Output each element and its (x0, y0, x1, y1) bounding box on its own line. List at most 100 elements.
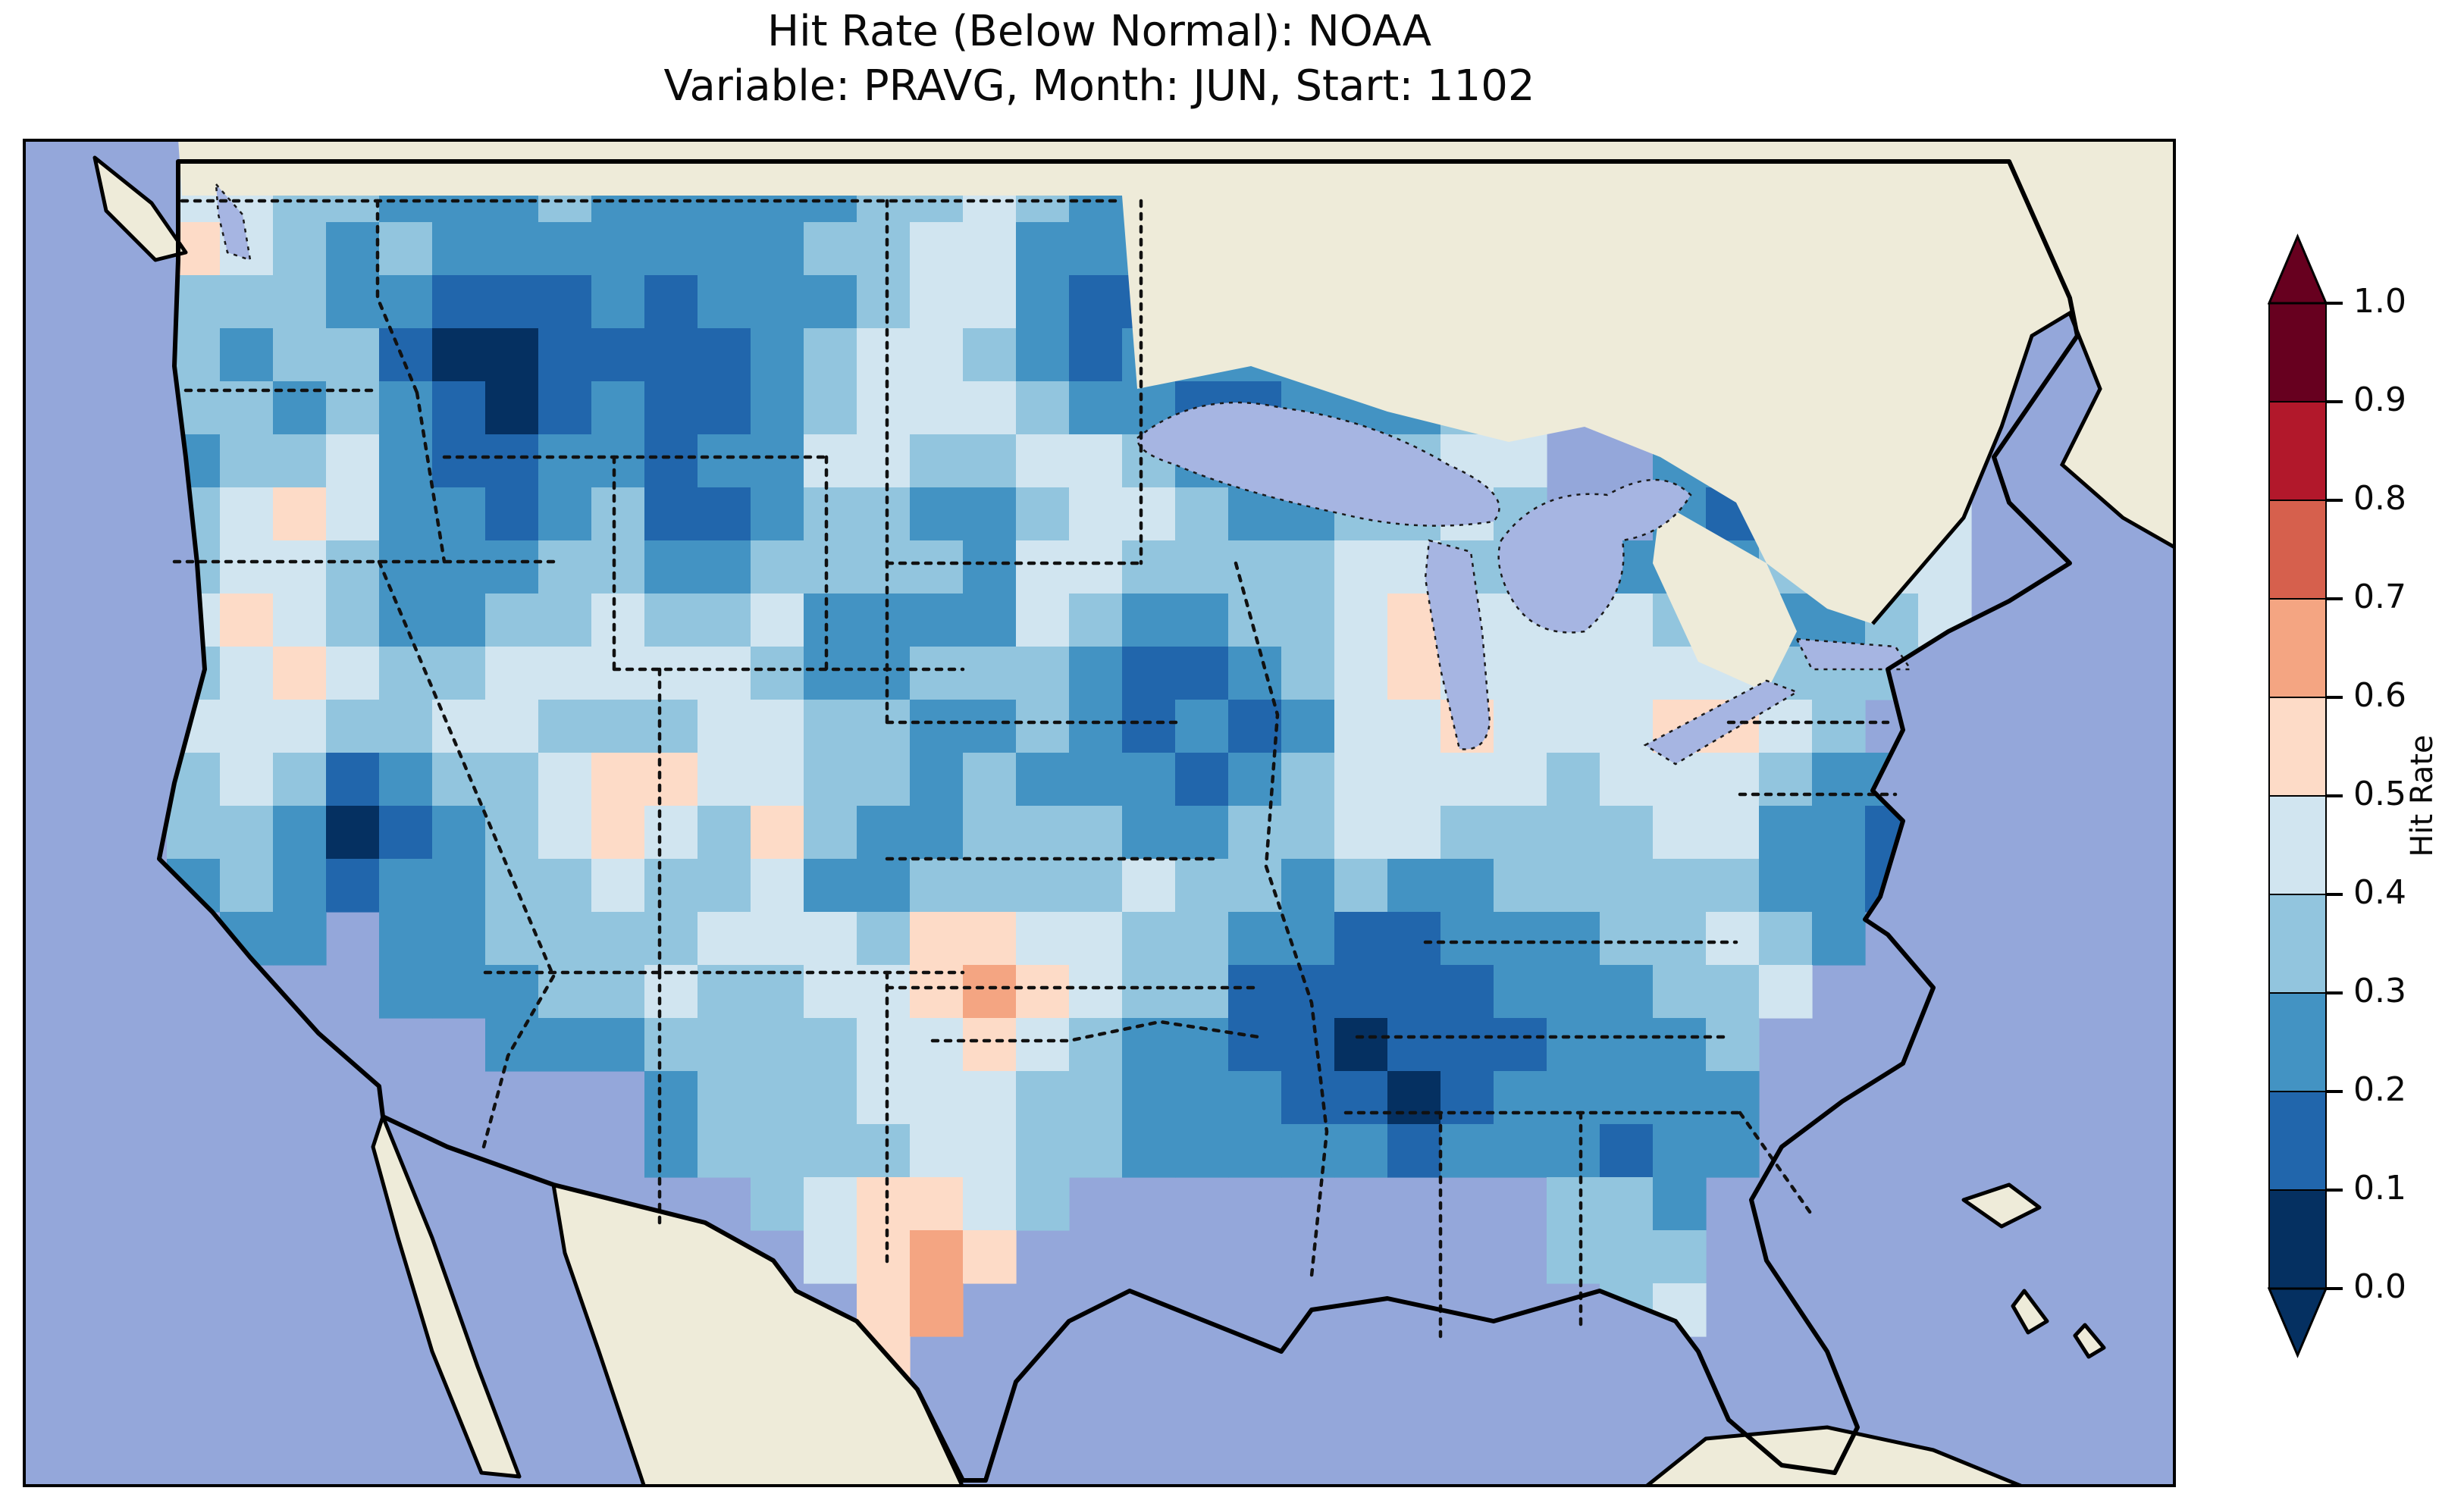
grid-cell (538, 540, 592, 594)
grid-cell (538, 647, 592, 700)
grid-cell (963, 1177, 1017, 1231)
grid-cell (910, 647, 964, 700)
grid-cell (751, 1177, 804, 1231)
grid-cell (1387, 965, 1441, 1019)
grid-cell (644, 434, 698, 488)
colorbar-segment (2268, 795, 2327, 895)
colorbar-tick-label: 0.1 (2353, 1169, 2406, 1207)
grid-cell (1387, 700, 1441, 753)
grid-cell (1812, 753, 1866, 807)
grid-cell (857, 753, 911, 807)
grid-cell (1547, 753, 1600, 807)
grid-cell (1706, 1124, 1760, 1178)
grid-cell (326, 540, 380, 594)
grid-cell (1440, 1018, 1494, 1072)
grid-cell (910, 328, 964, 382)
grid-cell (326, 222, 380, 276)
grid-cell (1334, 594, 1388, 647)
grid-cell (1387, 859, 1441, 913)
grid-cell (1122, 1071, 1176, 1125)
grid-cell (485, 806, 539, 860)
puget-sound (215, 181, 252, 262)
grid-cell (1440, 1124, 1494, 1178)
grid-cell (1494, 647, 1547, 700)
grid-cell (1653, 859, 1707, 913)
grid-cell (1759, 859, 1813, 913)
grid-cell (1016, 275, 1070, 329)
grid-cell (1706, 965, 1760, 1019)
colorbar-tick-label: 0.9 (2353, 381, 2406, 419)
grid-cell (432, 806, 486, 860)
grid-cell (326, 328, 380, 382)
grid-cell (485, 859, 539, 913)
grid-cell (538, 700, 592, 753)
grid-cell (1175, 965, 1229, 1019)
great-lakes (215, 181, 1913, 766)
grid-cell (910, 1230, 964, 1284)
grid-cell (1016, 594, 1070, 647)
grid-cell (591, 912, 645, 966)
grid-cell (1600, 859, 1654, 913)
grid-cell (1281, 540, 1335, 594)
grid-cell (644, 700, 698, 753)
colorbar-tick-label: 0.3 (2353, 972, 2406, 1010)
grid-cell (220, 434, 274, 488)
grid-cell (1016, 222, 1070, 276)
grid-cell (1334, 1018, 1388, 1072)
grid-cell (1122, 806, 1176, 860)
colorbar-segment (2268, 500, 2327, 600)
grid-cell (1228, 1071, 1282, 1125)
grid-cell (644, 1071, 698, 1125)
grid-cell (1812, 700, 1866, 753)
grid-cell (1440, 1071, 1494, 1125)
grid-cell (910, 222, 964, 276)
grid-cell (698, 487, 751, 541)
grid-cell (591, 647, 645, 700)
plot-frame (23, 139, 2176, 1487)
grid-cell (910, 275, 964, 329)
grid-cell (485, 434, 539, 488)
grid-cell (804, 647, 857, 700)
grid-cell (1812, 912, 1866, 966)
grid-cell (432, 540, 486, 594)
grid-cell (857, 806, 911, 860)
grid-cell (485, 540, 539, 594)
grid-cell (220, 700, 274, 753)
grid-cell (963, 594, 1017, 647)
grid-cell (432, 647, 486, 700)
grid-cell (644, 753, 698, 807)
grid-cell (1016, 381, 1070, 435)
grid-cell (804, 275, 857, 329)
grid-cell (698, 647, 751, 700)
grid-cell (910, 381, 964, 435)
grid-cell (591, 1018, 645, 1072)
grid-cell (220, 487, 274, 541)
ontario-peninsula (1653, 503, 1797, 692)
grid-cell (698, 222, 751, 276)
grid-cell (751, 222, 804, 276)
grid-cell (1547, 965, 1600, 1019)
grid-cell (326, 806, 380, 860)
grid-cell (644, 806, 698, 860)
grid-cell (538, 806, 592, 860)
grid-cell (1069, 647, 1123, 700)
grid-cell (804, 381, 857, 435)
grid-cell (1069, 753, 1123, 807)
grid-cell (1122, 700, 1176, 753)
grid-cell (1334, 806, 1388, 860)
grid-cell (644, 594, 698, 647)
grid-cell (1706, 1018, 1760, 1072)
grid-cell (273, 753, 327, 807)
grid-cell (1334, 700, 1388, 753)
grid-cell (591, 806, 645, 860)
grid-cell (485, 222, 539, 276)
grid-cell (963, 381, 1017, 435)
grid-cell (326, 859, 380, 913)
grid-cell (1016, 647, 1070, 700)
grid-cell (1494, 912, 1547, 966)
colorbar-tick-label: 0.5 (2353, 775, 2406, 813)
grid-cell (326, 647, 380, 700)
grid-cell (910, 1018, 964, 1072)
grid-cell (1600, 1018, 1654, 1072)
grid-cell (1653, 1018, 1707, 1072)
